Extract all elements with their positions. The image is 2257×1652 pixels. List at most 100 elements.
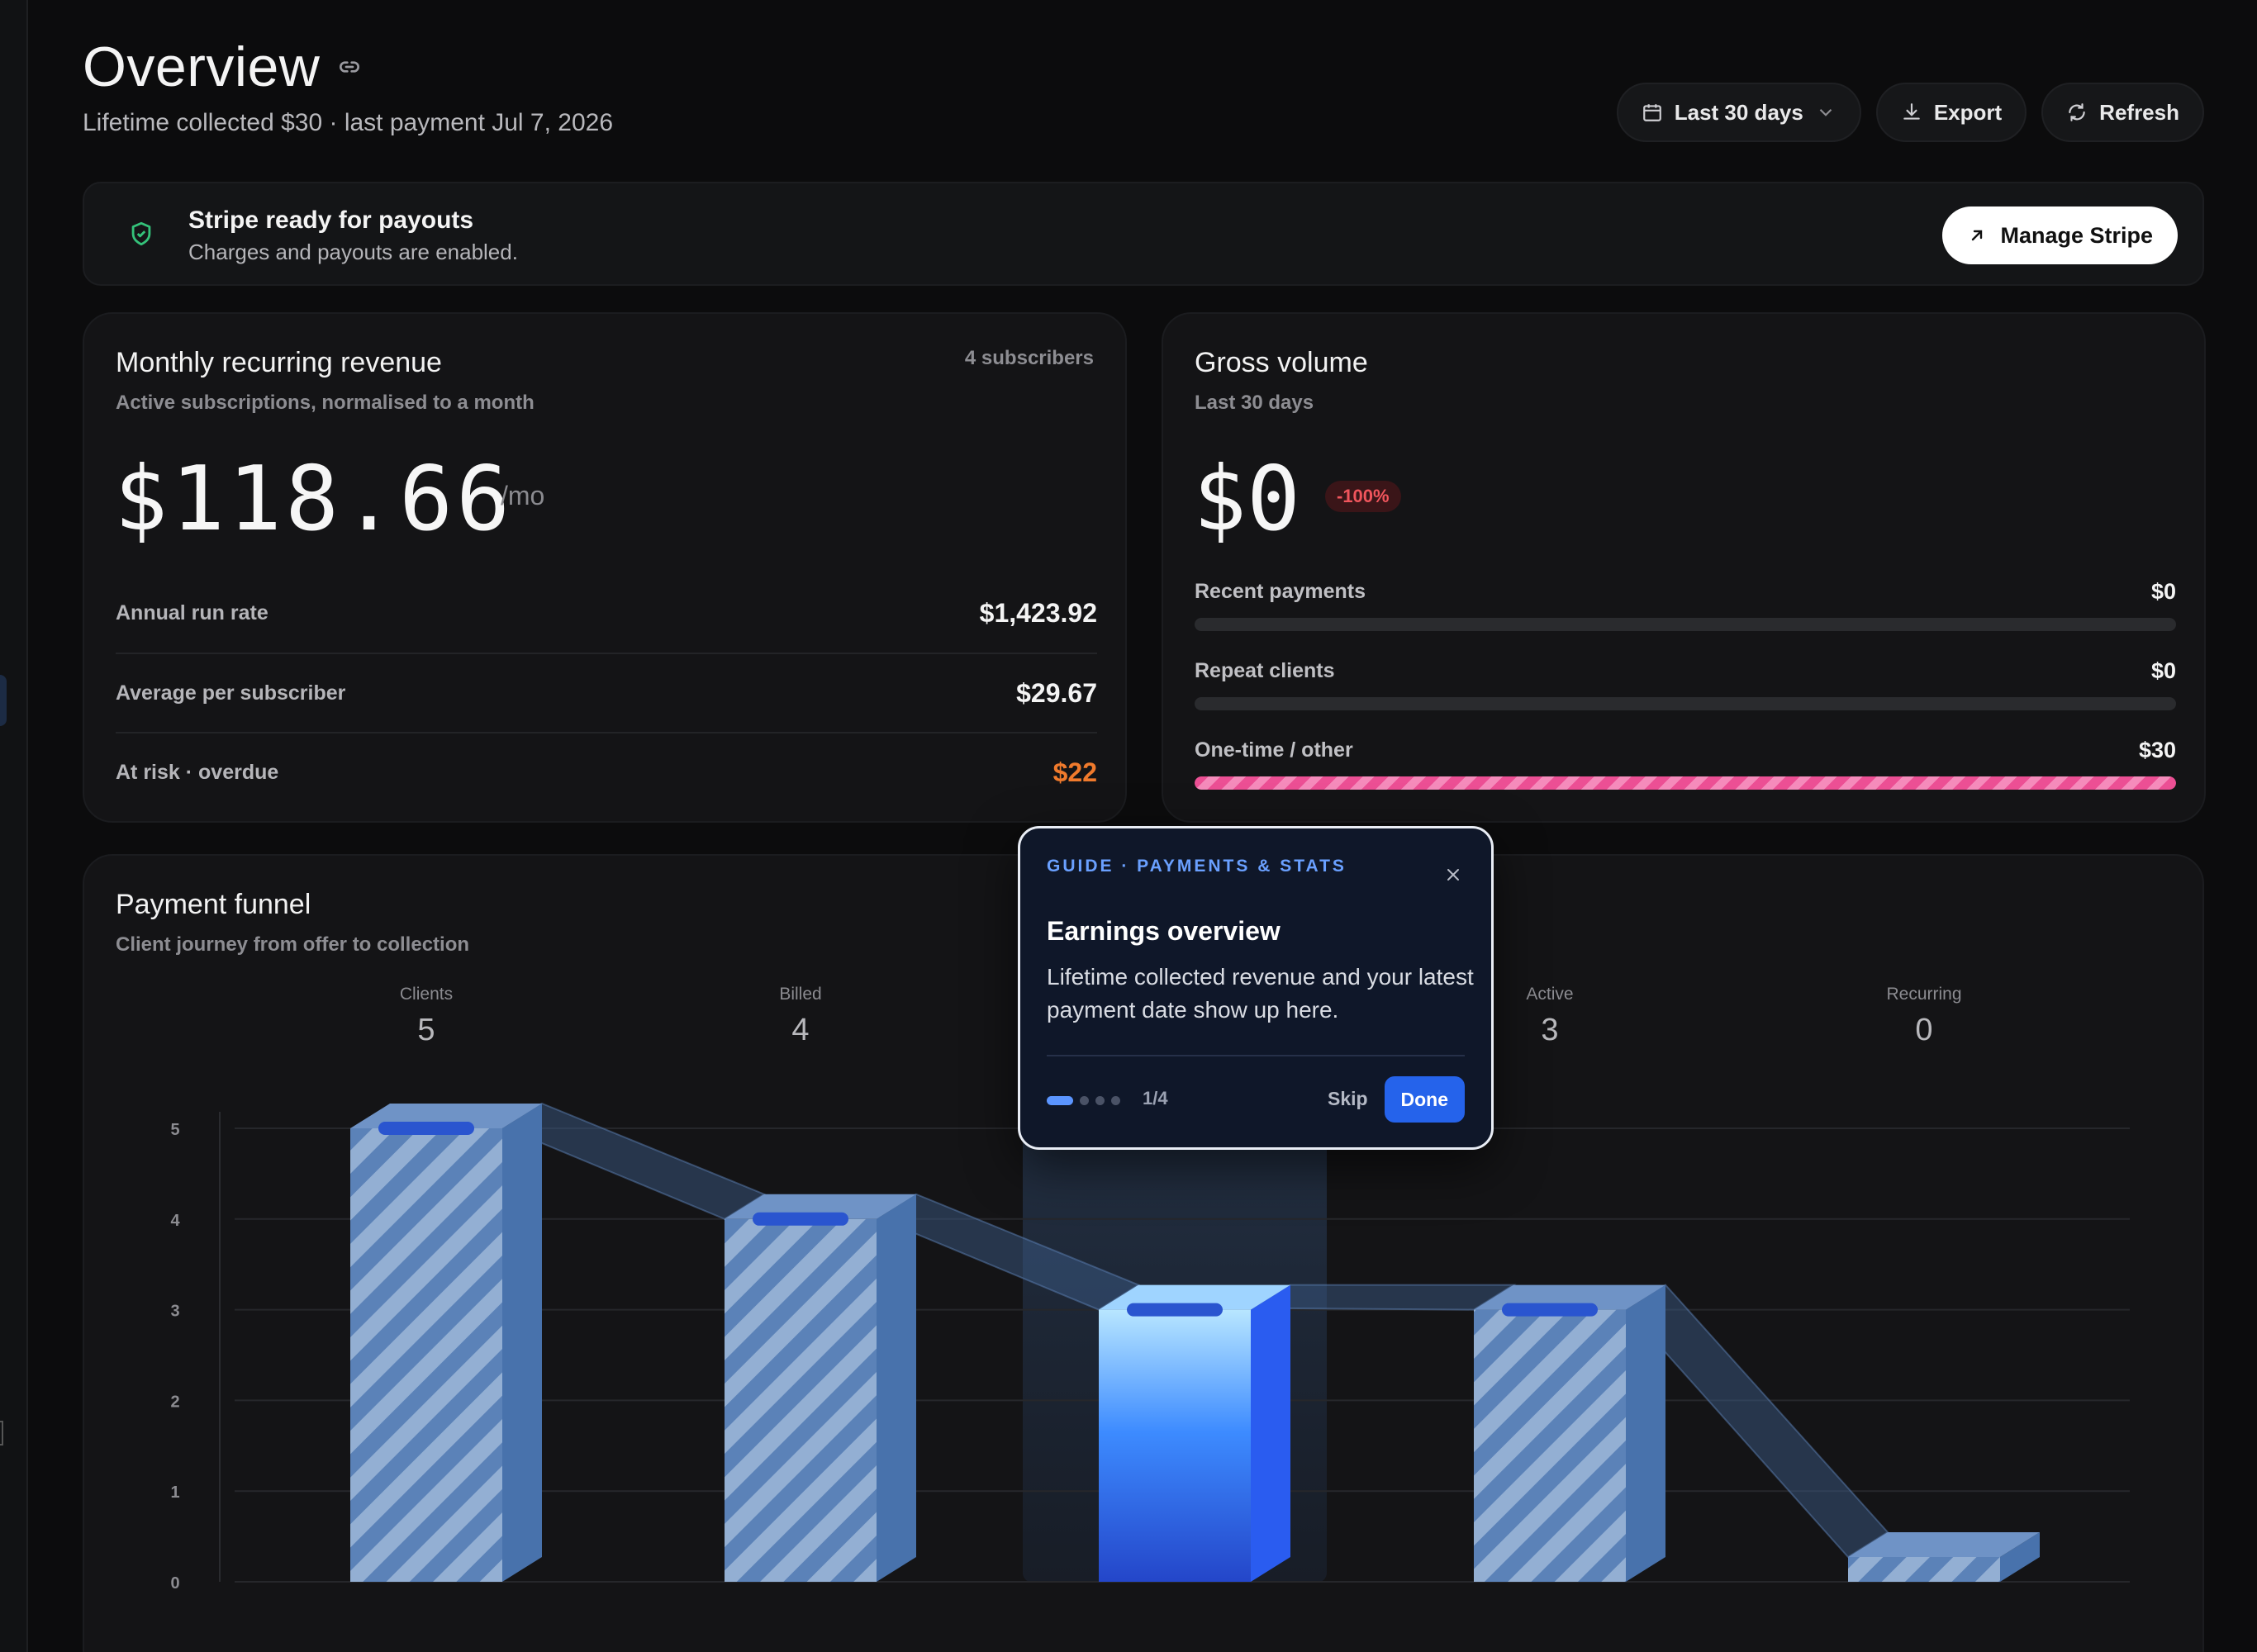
funnel-bar bbox=[725, 1194, 916, 1582]
step-dot bbox=[1111, 1096, 1120, 1105]
sidebar-collapsed bbox=[0, 0, 28, 1652]
refresh-icon bbox=[2066, 102, 2088, 123]
progress-track bbox=[1195, 697, 2176, 710]
stage-label: Billed bbox=[779, 985, 822, 1004]
bar-cap bbox=[378, 1122, 474, 1135]
close-icon[interactable] bbox=[1443, 865, 1463, 885]
sidebar-item-marker[interactable] bbox=[0, 1421, 3, 1446]
change-badge: -100% bbox=[1325, 481, 1401, 512]
stage-count: 5 bbox=[417, 1013, 435, 1047]
bar-top bbox=[1848, 1532, 2040, 1557]
stage-label: Recurring bbox=[1886, 985, 1962, 1004]
y-tick-label: 2 bbox=[170, 1393, 179, 1411]
shield-check-icon bbox=[127, 220, 155, 248]
y-tick-label: 0 bbox=[170, 1574, 179, 1593]
progress-fill bbox=[1195, 776, 2176, 790]
y-tick-label: 5 bbox=[170, 1121, 179, 1139]
funnel-bar bbox=[1848, 1532, 2040, 1582]
bar-side bbox=[1251, 1284, 1290, 1582]
stripe-status-banner: Stripe ready for payouts Charges and pay… bbox=[83, 182, 2204, 286]
y-tick-label: 4 bbox=[170, 1212, 180, 1230]
stat-row-average-per-subscriber: Average per subscriber $29.67 bbox=[116, 653, 1097, 732]
stat-row-at-risk: At risk · overdue $22 bbox=[116, 732, 1097, 811]
mrr-title: Monthly recurring revenue bbox=[116, 347, 442, 378]
bar-side bbox=[877, 1194, 916, 1582]
bar-front bbox=[1848, 1557, 2000, 1582]
stat-value: $22 bbox=[1052, 757, 1097, 787]
bar-value: $30 bbox=[2138, 737, 2176, 762]
bar-value: $0 bbox=[2150, 657, 2176, 683]
gross-volume-card: Gross volume Last 30 days $0 -100% Recen… bbox=[1162, 312, 2206, 823]
bar-cap bbox=[1127, 1303, 1223, 1317]
manage-stripe-button[interactable]: Manage Stripe bbox=[1942, 206, 2178, 264]
arrow-up-right-icon bbox=[1967, 225, 1987, 245]
funnel-bar bbox=[1474, 1284, 1665, 1582]
funnel-bar bbox=[1099, 1284, 1290, 1582]
bar-value: $0 bbox=[2150, 578, 2176, 604]
skip-button[interactable]: Skip bbox=[1328, 1088, 1368, 1109]
calendar-icon bbox=[1642, 102, 1663, 123]
bar-label: One-time / other bbox=[1195, 738, 1353, 762]
step-dot bbox=[1095, 1096, 1105, 1105]
gross-subtitle: Last 30 days bbox=[1195, 392, 1314, 414]
progress-track bbox=[1195, 618, 2176, 631]
manage-stripe-label: Manage Stripe bbox=[2000, 222, 2153, 248]
guide-step-dots bbox=[1047, 1096, 1120, 1105]
bar-repeat-clients: Repeat clients $0 bbox=[1195, 656, 2176, 710]
bar-recent-payments: Recent payments $0 bbox=[1195, 577, 2176, 631]
download-icon bbox=[1901, 102, 1922, 123]
stat-row-annual-run-rate: Annual run rate $1,423.92 bbox=[116, 573, 1097, 653]
guide-title: Earnings overview bbox=[1047, 916, 1281, 946]
stat-label: At risk · overdue bbox=[116, 760, 279, 784]
funnel-chart: 0 1 2 3 4 5 bbox=[170, 1102, 2130, 1593]
chevron-down-icon bbox=[1815, 102, 1836, 123]
step-dot bbox=[1047, 1096, 1073, 1105]
mrr-subtitle: Active subscriptions, normalised to a mo… bbox=[116, 392, 535, 414]
guide-popover: GUIDE · PAYMENTS & STATS Earnings overvi… bbox=[1018, 826, 1494, 1150]
guide-divider bbox=[1047, 1055, 1465, 1056]
gross-title: Gross volume bbox=[1195, 347, 1368, 378]
mrr-unit: /mo bbox=[501, 481, 545, 510]
guide-eyebrow: GUIDE · PAYMENTS & STATS bbox=[1047, 857, 1347, 876]
subscriber-count: 4 subscribers bbox=[964, 347, 1094, 369]
refresh-button[interactable]: Refresh bbox=[2041, 83, 2204, 142]
bar-side bbox=[502, 1104, 542, 1582]
stat-label: Annual run rate bbox=[116, 601, 268, 624]
bar-side bbox=[1626, 1284, 1665, 1582]
funnel-subtitle: Client journey from offer to collection bbox=[116, 933, 470, 956]
bar-front bbox=[1474, 1309, 1626, 1582]
export-label: Export bbox=[1933, 99, 2003, 125]
y-tick-label: 1 bbox=[170, 1483, 179, 1502]
gross-value: $0 bbox=[1193, 448, 1301, 551]
bar-label: Recent payments bbox=[1195, 579, 1366, 603]
bar-cap bbox=[1502, 1303, 1598, 1317]
bar-front bbox=[350, 1128, 502, 1582]
progress-track bbox=[1195, 776, 2176, 790]
sidebar-active-indicator[interactable] bbox=[0, 675, 7, 726]
bar-front bbox=[1099, 1309, 1251, 1582]
refresh-label: Refresh bbox=[2099, 99, 2179, 125]
stage-count: 0 bbox=[1915, 1013, 1933, 1047]
header-actions: Last 30 days Export Refresh bbox=[1616, 83, 2204, 142]
title-row: Overview bbox=[83, 35, 363, 99]
bar-label: Repeat clients bbox=[1195, 658, 1335, 682]
stripe-description: Charges and payouts are enabled. bbox=[188, 240, 518, 264]
date-range-label: Last 30 days bbox=[1674, 99, 1803, 125]
date-range-select[interactable]: Last 30 days bbox=[1616, 83, 1861, 142]
stage-label: Clients bbox=[399, 985, 454, 1004]
stage-count: 4 bbox=[791, 1013, 810, 1047]
link-icon[interactable] bbox=[336, 54, 363, 80]
export-button[interactable]: Export bbox=[1875, 83, 2027, 142]
stage-count: 3 bbox=[1541, 1013, 1559, 1047]
page-title: Overview bbox=[83, 36, 321, 98]
mrr-value: $118.66 bbox=[114, 448, 514, 551]
stage-label: Active bbox=[1526, 985, 1574, 1004]
step-dot bbox=[1080, 1096, 1089, 1105]
guide-body: Lifetime collected revenue and your late… bbox=[1047, 964, 1474, 1023]
stat-value: $1,423.92 bbox=[979, 597, 1097, 628]
done-button[interactable]: Done bbox=[1384, 1076, 1465, 1123]
stat-label: Average per subscriber bbox=[116, 681, 346, 705]
mrr-card: Monthly recurring revenue Active subscri… bbox=[83, 312, 1127, 823]
page-subtitle: Lifetime collected $30 · last payment Ju… bbox=[83, 109, 614, 136]
bar-cap bbox=[753, 1212, 848, 1226]
